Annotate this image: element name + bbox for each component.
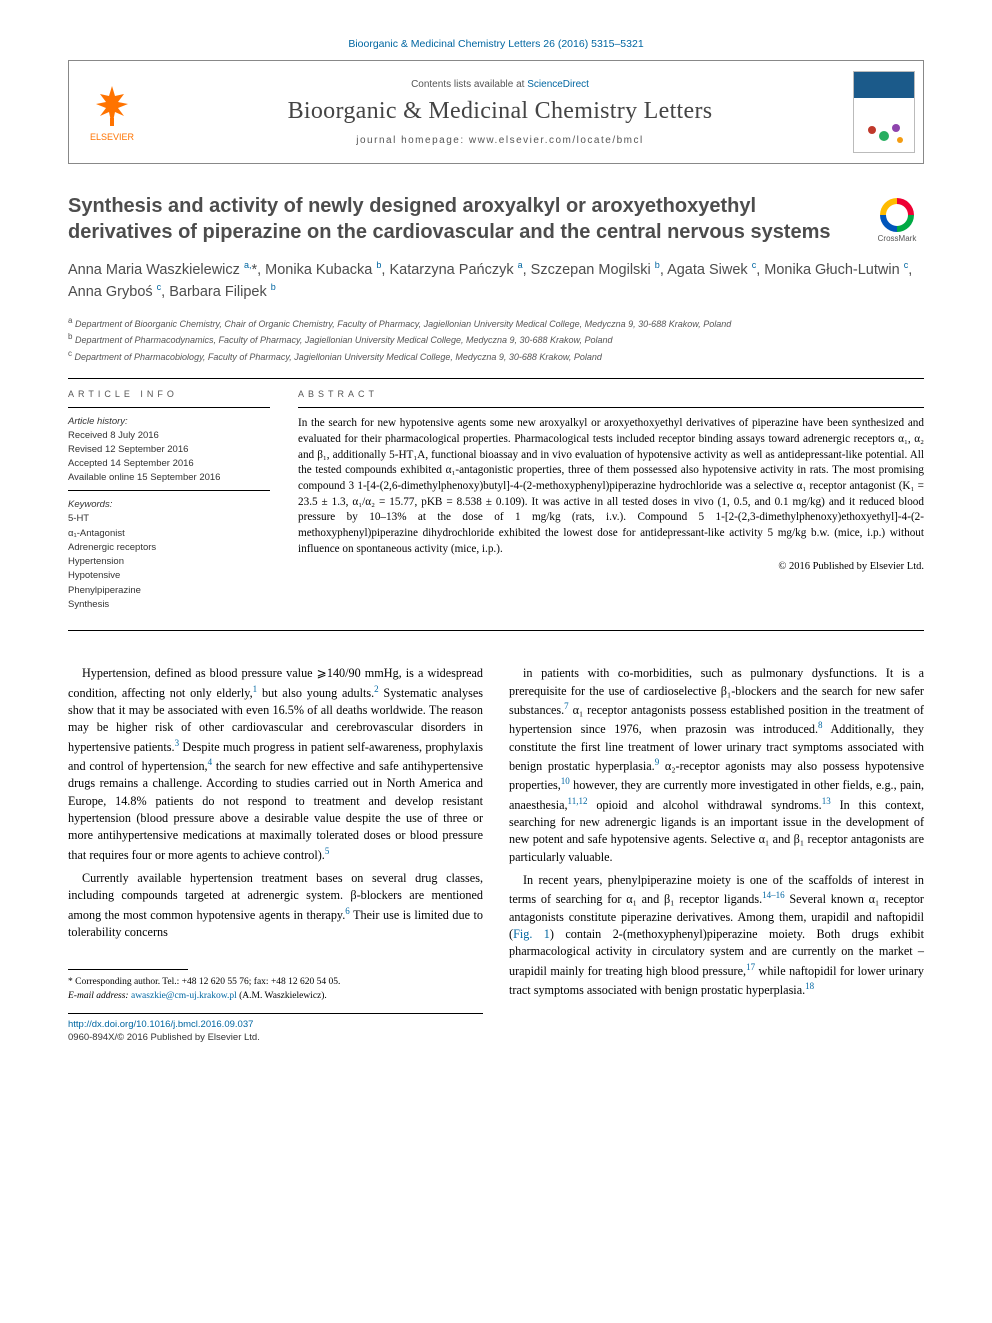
contents-prefix: Contents lists available at: [411, 79, 527, 90]
article-history-label: Article history:: [68, 416, 270, 427]
footnote-separator: [68, 969, 188, 970]
crossmark-label: CrossMark: [878, 234, 917, 243]
keywords-list: 5-HTα₁-AntagonistAdrenergic receptorsHyp…: [68, 512, 270, 612]
journal-name: Bioorganic & Medicinal Chemistry Letters: [288, 98, 713, 125]
journal-homepage-line: journal homepage: www.elsevier.com/locat…: [356, 135, 643, 146]
email-label: E-mail address:: [68, 991, 131, 1001]
footnotes: * Corresponding author. Tel.: +48 12 620…: [68, 976, 483, 1003]
homepage-url: www.elsevier.com/locate/bmcl: [469, 135, 644, 146]
abstract-copyright: © 2016 Published by Elsevier Ltd.: [298, 561, 924, 572]
article-history: Received 8 July 2016Revised 12 September…: [68, 429, 270, 484]
email-suffix: (A.M. Waszkielewicz).: [237, 991, 327, 1001]
author-list: Anna Maria Waszkielewicz a,*, Monika Kub…: [68, 259, 924, 303]
keywords-label: Keywords:: [68, 499, 270, 510]
publisher-label: ELSEVIER: [90, 132, 134, 142]
crossmark-icon: [880, 198, 914, 232]
email-line: E-mail address: awaszkie@cm-uj.krakow.pl…: [68, 990, 483, 1003]
article-info-heading: ARTICLE INFO: [68, 389, 270, 399]
citation-line: Bioorganic & Medicinal Chemistry Letters…: [68, 38, 924, 50]
elsevier-tree-icon: [88, 82, 136, 130]
abstract-text: In the search for new hypotensive agents…: [298, 416, 924, 557]
article-info-column: ARTICLE INFO Article history: Received 8…: [68, 389, 270, 612]
body-paragraph: Currently available hypertension treatme…: [68, 870, 483, 941]
article-title: Synthesis and activity of newly designed…: [68, 194, 850, 245]
contents-available-line: Contents lists available at ScienceDirec…: [411, 79, 589, 90]
corresponding-author-note: * Corresponding author. Tel.: +48 12 620…: [68, 976, 483, 989]
publisher-logo-block: ELSEVIER: [69, 61, 155, 163]
footer-doi-bar: http://dx.doi.org/10.1016/j.bmcl.2016.09…: [68, 1013, 483, 1045]
body-paragraph: in patients with co-morbidities, such as…: [509, 665, 924, 866]
author-email-link[interactable]: awaszkie@cm-uj.krakow.pl: [131, 991, 237, 1001]
journal-masthead: ELSEVIER Contents lists available at Sci…: [68, 60, 924, 164]
body-paragraph: Hypertension, defined as blood pressure …: [68, 665, 483, 864]
journal-cover-thumbnail: [853, 71, 915, 153]
abstract-column: ABSTRACT In the search for new hypotensi…: [298, 389, 924, 612]
sciencedirect-link[interactable]: ScienceDirect: [527, 79, 589, 90]
body-paragraph: In recent years, phenylpiperazine moiety…: [509, 872, 924, 999]
issn-copyright: 0960-894X/© 2016 Published by Elsevier L…: [68, 1032, 260, 1043]
doi-link[interactable]: http://dx.doi.org/10.1016/j.bmcl.2016.09…: [68, 1019, 253, 1030]
cover-thumb-art-icon: [862, 122, 908, 146]
abstract-heading: ABSTRACT: [298, 389, 924, 399]
affiliations: a Department of Bioorganic Chemistry, Ch…: [68, 315, 924, 365]
crossmark-badge[interactable]: CrossMark: [870, 198, 924, 243]
homepage-prefix: journal homepage:: [356, 135, 469, 146]
body-text: Hypertension, defined as blood pressure …: [68, 665, 924, 1044]
